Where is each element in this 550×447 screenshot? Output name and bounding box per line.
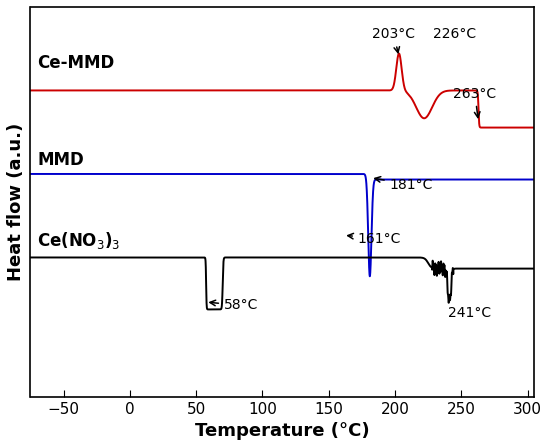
Text: Ce(NO$_3$)$_3$: Ce(NO$_3$)$_3$: [37, 230, 120, 251]
Text: 161°C: 161°C: [348, 232, 402, 245]
X-axis label: Temperature (°C): Temperature (°C): [195, 422, 370, 440]
Text: 226°C: 226°C: [433, 28, 476, 42]
Text: MMD: MMD: [37, 151, 84, 169]
Text: 263°C: 263°C: [453, 87, 497, 118]
Y-axis label: Heat flow (a.u.): Heat flow (a.u.): [7, 122, 25, 281]
Text: 181°C: 181°C: [375, 177, 433, 192]
Text: Ce-MMD: Ce-MMD: [37, 54, 114, 72]
Text: 58°C: 58°C: [210, 299, 258, 312]
Text: 241°C: 241°C: [448, 306, 491, 320]
Text: 203°C: 203°C: [372, 28, 415, 53]
